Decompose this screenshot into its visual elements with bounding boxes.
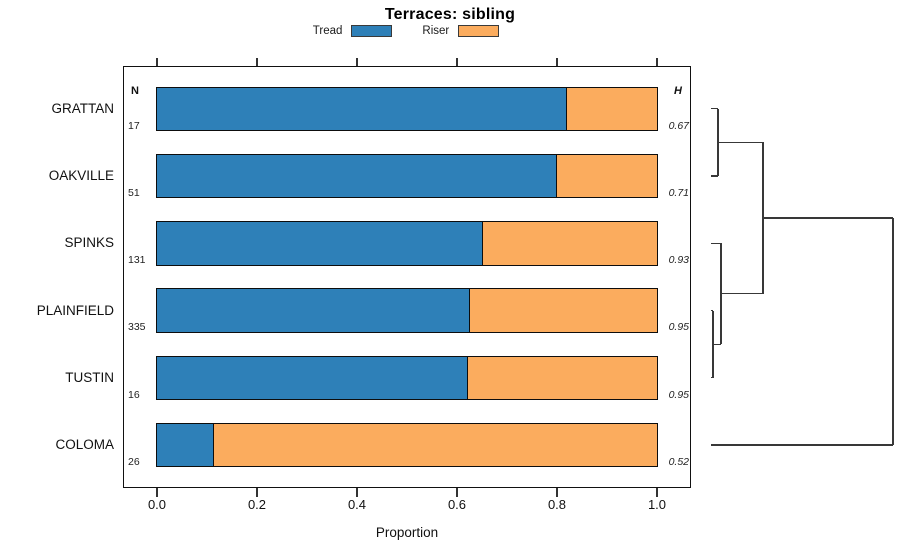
legend-label-tread: Tread — [312, 25, 343, 37]
h-column-header: H — [674, 85, 682, 97]
dendrogram-branch — [711, 175, 718, 177]
axis-tick-label: 1.0 — [647, 497, 667, 512]
axis-tick-top — [656, 57, 658, 66]
tread-segment — [157, 356, 468, 399]
axis-tick-bottom — [356, 488, 358, 497]
axis-tick-top — [256, 57, 258, 66]
axis-tick-top — [356, 57, 358, 66]
h-value: 0.93 — [668, 254, 689, 266]
stacked-bar — [156, 86, 658, 131]
legend: Tread Riser — [0, 25, 812, 37]
n-value: 26 — [128, 455, 140, 468]
x-axis-title: Proportion — [375, 525, 439, 540]
chart-title: Terraces: sibling — [384, 6, 516, 23]
dendrogram-branch — [721, 293, 763, 295]
stacked-bar — [156, 422, 658, 468]
axis-tick-label: 0.6 — [447, 497, 467, 512]
h-value: 0.52 — [668, 455, 689, 468]
h-value: 0.67 — [668, 119, 689, 132]
category-label: TUSTIN — [65, 369, 114, 385]
tread-segment — [157, 87, 567, 130]
n-column-header: N — [131, 85, 139, 97]
n-value: 335 — [128, 321, 146, 334]
n-value: 131 — [128, 254, 146, 266]
dendrogram-branch — [711, 309, 713, 312]
dendrogram-branch — [711, 444, 893, 446]
riser-segment — [214, 423, 657, 467]
dendrogram-branch — [713, 343, 721, 345]
axis-tick-bottom — [656, 488, 658, 497]
legend-item-tread: Tread — [313, 25, 393, 37]
riser-segment — [557, 154, 657, 198]
axis-tick-label: 0.0 — [147, 497, 167, 512]
stacked-bar — [156, 221, 658, 266]
dendrogram-branch — [763, 217, 893, 219]
tread-segment — [157, 423, 214, 467]
dendrogram-merge — [762, 142, 764, 294]
axis-tick-bottom — [556, 488, 558, 497]
category-label: OAKVILLE — [48, 168, 114, 183]
legend-label-riser: Riser — [422, 25, 450, 37]
plot-box — [123, 66, 691, 488]
dendrogram-branch — [718, 141, 763, 143]
axis-tick-label: 0.2 — [247, 497, 267, 512]
tread-swatch-icon — [351, 25, 393, 37]
axis-tick-top — [556, 57, 558, 66]
stacked-bar — [156, 288, 658, 333]
axis-tick-top — [156, 57, 158, 66]
riser-segment — [469, 289, 657, 332]
axis-tick-bottom — [456, 488, 458, 497]
riser-segment — [567, 87, 657, 130]
axis-tick-bottom — [256, 488, 258, 497]
axis-tick-top — [456, 57, 458, 66]
dendrogram-branch — [711, 377, 713, 379]
h-value: 0.95 — [668, 321, 689, 334]
riser-swatch-icon — [458, 25, 500, 37]
dendrogram-merge — [717, 108, 719, 176]
n-value: 51 — [128, 186, 140, 199]
tread-segment — [157, 222, 483, 265]
tread-segment — [157, 154, 557, 198]
dendrogram-merge — [892, 218, 894, 445]
legend-item-riser: Riser — [422, 25, 500, 37]
stacked-bar — [156, 153, 658, 199]
dendrogram-branch — [711, 242, 721, 244]
riser-segment — [468, 356, 657, 399]
n-value: 16 — [128, 388, 140, 401]
riser-segment — [482, 222, 657, 265]
category-label: PLAINFIELD — [36, 302, 114, 318]
axis-tick-bottom — [156, 488, 158, 497]
category-label: GRATTAN — [51, 100, 115, 116]
category-label: COLOMA — [55, 437, 114, 452]
category-label: SPINKS — [64, 235, 114, 251]
axis-tick-label: 0.4 — [347, 497, 367, 512]
axis-tick-label: 0.8 — [547, 497, 567, 512]
h-value: 0.71 — [668, 186, 689, 199]
tread-segment — [157, 289, 470, 332]
n-value: 17 — [128, 119, 140, 132]
dendrogram-merge — [712, 310, 714, 378]
dendrogram-merge — [720, 243, 722, 345]
h-value: 0.95 — [668, 388, 689, 401]
dendrogram-branch — [711, 108, 718, 110]
stacked-bar — [156, 355, 658, 400]
